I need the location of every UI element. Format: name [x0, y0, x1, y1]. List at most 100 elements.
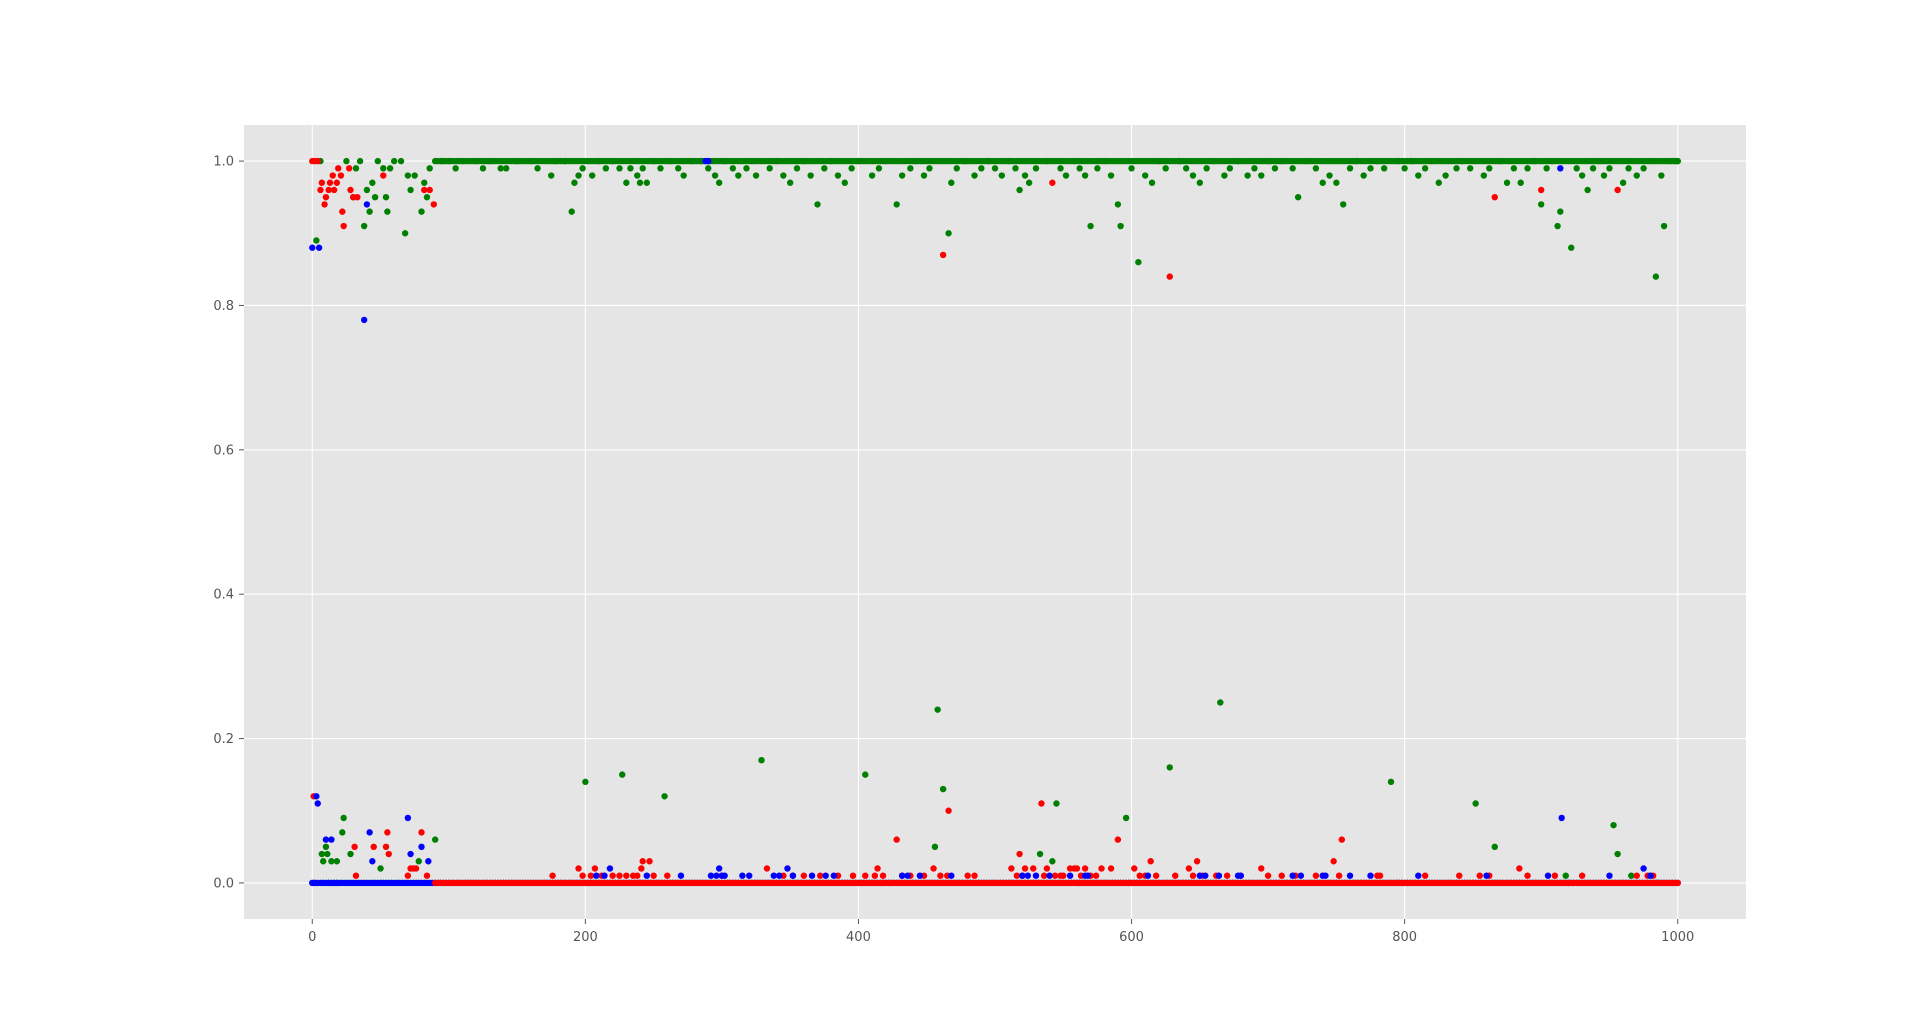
- data-point: [893, 201, 900, 208]
- data-point: [1628, 872, 1635, 879]
- data-point: [1640, 165, 1647, 172]
- data-point: [497, 165, 504, 172]
- data-point: [1196, 872, 1204, 879]
- data-point: [415, 858, 422, 865]
- data-point: [321, 201, 328, 208]
- data-point: [401, 230, 409, 237]
- data-point: [1202, 872, 1209, 879]
- data-point: [587, 872, 595, 879]
- data-point: [314, 800, 321, 807]
- x-tick-label: 400: [846, 930, 871, 945]
- data-point: [984, 157, 992, 165]
- data-point: [1647, 157, 1654, 165]
- data-point: [1264, 157, 1272, 165]
- data-point: [1234, 157, 1242, 165]
- data-point: [347, 186, 354, 194]
- data-point: [1193, 858, 1201, 865]
- data-point: [423, 193, 431, 201]
- plot-area: [244, 125, 1746, 919]
- data-point: [315, 244, 323, 251]
- data-point: [452, 165, 459, 172]
- data-point: [421, 179, 428, 186]
- data-point: [1551, 872, 1559, 879]
- data-point: [879, 872, 887, 879]
- data-point: [1036, 850, 1044, 858]
- data-point: [1367, 165, 1374, 172]
- data-point: [1633, 872, 1640, 879]
- data-point: [1674, 157, 1681, 165]
- data-point: [1024, 872, 1031, 879]
- data-point: [1025, 179, 1033, 186]
- data-point: [1013, 872, 1021, 879]
- data-point: [309, 244, 316, 251]
- data-point: [575, 172, 582, 179]
- data-point: [1021, 172, 1029, 179]
- data-point: [404, 172, 412, 179]
- data-point: [527, 157, 534, 165]
- y-tick-label: 0.0: [213, 876, 234, 891]
- data-point: [1548, 157, 1556, 165]
- data-point: [310, 879, 317, 887]
- data-point: [343, 157, 350, 165]
- data-point: [601, 872, 608, 879]
- data-point: [318, 850, 326, 858]
- data-point: [926, 165, 933, 172]
- data-point: [425, 858, 432, 865]
- data-point: [1084, 872, 1092, 879]
- data-point: [1360, 172, 1367, 179]
- data-point: [650, 157, 657, 165]
- data-point: [333, 858, 341, 865]
- data-point: [329, 172, 336, 179]
- data-point: [575, 865, 582, 872]
- data-point: [1558, 814, 1565, 822]
- data-point: [948, 872, 955, 879]
- data-point: [634, 872, 641, 879]
- data-point: [776, 872, 783, 879]
- data-point: [328, 836, 335, 843]
- data-point: [534, 165, 541, 172]
- data-point: [875, 165, 883, 172]
- data-point: [1005, 157, 1012, 165]
- x-tick-label: 800: [1392, 930, 1417, 945]
- data-point: [841, 179, 848, 186]
- data-point: [330, 186, 338, 194]
- data-point: [318, 179, 326, 186]
- data-point: [786, 179, 794, 186]
- data-point: [898, 872, 906, 879]
- y-tick-label: 0.4: [213, 588, 234, 603]
- data-point: [1189, 872, 1197, 879]
- y-tick-label: 1.0: [213, 155, 234, 170]
- data-point: [1600, 172, 1608, 179]
- data-point: [821, 165, 828, 172]
- data-point: [352, 872, 360, 879]
- data-point: [1503, 179, 1511, 186]
- data-point: [1374, 157, 1381, 165]
- data-point: [807, 172, 814, 179]
- data-point: [713, 872, 720, 879]
- data-point: [862, 872, 869, 879]
- data-point: [1087, 222, 1094, 230]
- data-point: [893, 836, 900, 843]
- data-point: [1136, 872, 1143, 879]
- data-point: [397, 157, 405, 165]
- data-point: [1258, 865, 1265, 872]
- data-point: [1278, 872, 1285, 879]
- data-point: [945, 807, 952, 814]
- data-point: [1524, 165, 1531, 172]
- data-point: [370, 843, 377, 851]
- data-point: [1322, 872, 1329, 879]
- data-point: [418, 208, 425, 215]
- data-point: [822, 872, 829, 879]
- data-point: [314, 157, 321, 165]
- data-point: [1021, 865, 1029, 872]
- data-point: [848, 165, 855, 172]
- data-point: [1043, 865, 1051, 872]
- data-point: [874, 865, 881, 872]
- data-point: [356, 157, 364, 165]
- data-point: [340, 222, 347, 230]
- data-point: [743, 165, 750, 172]
- data-point: [1578, 172, 1586, 179]
- x-tick-label: 600: [1119, 930, 1144, 945]
- data-point: [1640, 865, 1647, 872]
- data-point: [1135, 258, 1142, 266]
